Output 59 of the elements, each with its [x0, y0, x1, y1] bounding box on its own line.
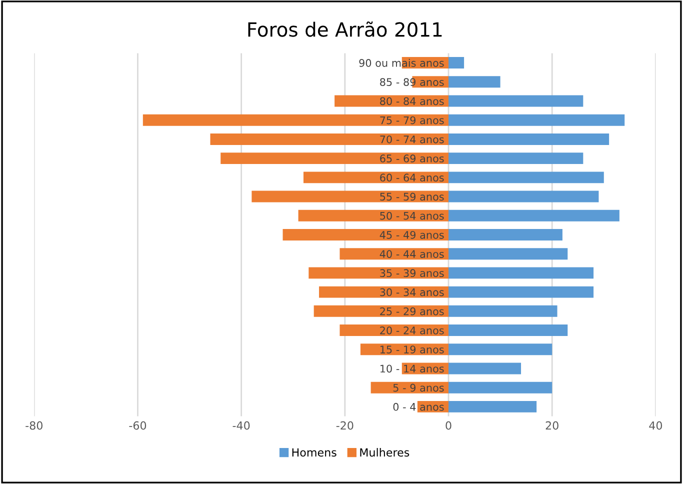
bar	[448, 248, 568, 260]
y-tick-label: 10 - 14 anos	[380, 364, 444, 373]
x-tick-label: -80	[26, 421, 42, 430]
bar	[448, 190, 599, 202]
bar	[448, 114, 625, 126]
y-tick-label: 70 - 74 anos	[380, 135, 444, 144]
bar	[448, 344, 552, 356]
y-tick-label: 20 - 24 anos	[380, 326, 444, 334]
y-tick-label: 75 - 79 anos	[380, 116, 444, 124]
y-tick-label: 45 - 49 anos	[380, 230, 444, 239]
bar	[319, 286, 449, 298]
bar	[252, 190, 449, 202]
bar	[448, 172, 604, 184]
bar	[314, 305, 449, 317]
bar	[448, 133, 610, 145]
x-tick-label: 40	[649, 421, 662, 430]
y-tick-label: 15 - 19 anos	[380, 346, 444, 354]
x-tick-label: 0	[446, 421, 452, 430]
x-tick-label: -20	[336, 421, 354, 430]
bar	[303, 172, 449, 184]
y-tick-label: 30 - 34 anos	[380, 288, 444, 296]
bar	[448, 324, 568, 336]
bar	[448, 267, 594, 279]
bar	[282, 229, 449, 240]
legend-label: Mulheres	[360, 448, 410, 457]
bar	[448, 382, 552, 394]
bar	[340, 324, 449, 336]
bar	[448, 210, 620, 222]
bar	[370, 382, 449, 394]
bar	[448, 229, 562, 240]
y-tick-label: 55 - 59 anos	[380, 192, 444, 201]
bar	[210, 133, 449, 145]
y-tick-label: 80 - 84 anos	[380, 97, 444, 106]
bar	[448, 76, 500, 88]
bar	[448, 400, 537, 412]
bar	[448, 305, 558, 317]
bar	[142, 114, 449, 126]
bar	[298, 210, 449, 222]
bar	[448, 57, 464, 69]
chart-title: Foros de Arrão 2011	[248, 21, 442, 37]
y-tick-label: 65 - 69 anos	[380, 154, 444, 162]
x-tick-label: -40	[232, 421, 250, 430]
bar	[448, 286, 594, 298]
bar	[448, 362, 522, 374]
bar	[340, 248, 449, 260]
x-tick-label: 20	[546, 421, 558, 430]
y-tick-label: 50 - 54 anos	[380, 212, 444, 220]
x-tick-label: -60	[129, 421, 146, 430]
y-tick-label: 35 - 39 anos	[380, 269, 444, 278]
bar	[308, 267, 449, 279]
y-tick-label: 25 - 29 anos	[380, 307, 444, 316]
y-tick-label: 40 - 44 anos	[380, 250, 444, 258]
y-tick-label: 60 - 64 anos	[380, 174, 444, 182]
legend-label: Homens	[292, 448, 336, 457]
y-tick-label: 5 - 9 anos	[393, 384, 444, 392]
bar	[220, 152, 449, 164]
bar	[448, 152, 584, 164]
y-tick-label: 0 - 4 anos	[393, 402, 444, 411]
bar	[448, 95, 584, 107]
